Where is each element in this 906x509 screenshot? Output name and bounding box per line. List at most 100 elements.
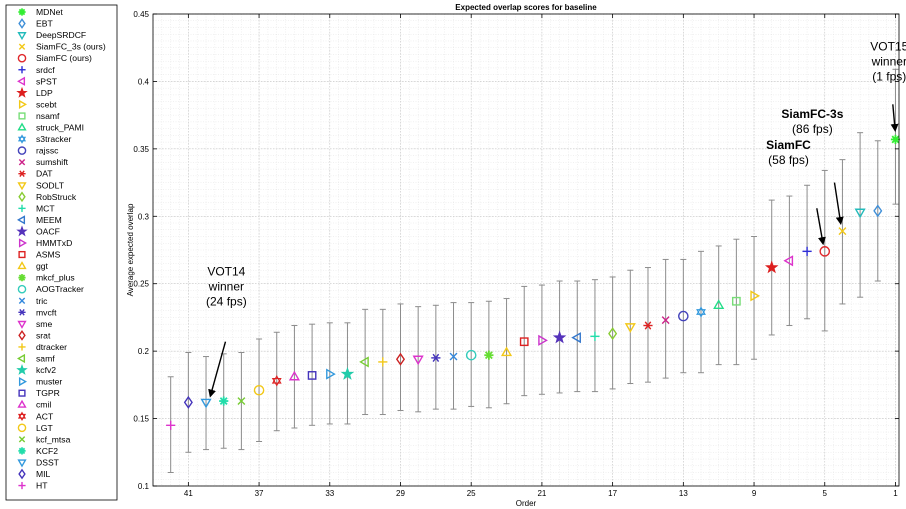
legend-label: mvcft <box>36 307 57 317</box>
legend-label: ACT <box>36 411 54 421</box>
y-axis-label: Average expected overlap <box>126 203 135 296</box>
data-point <box>449 352 458 361</box>
data-point <box>624 323 636 333</box>
x-tick-label: 9 <box>752 489 757 498</box>
legend-label: SiamFC_3s (ours) <box>36 42 106 52</box>
data-point <box>340 366 355 380</box>
legend-marker <box>17 423 27 433</box>
data-point <box>500 346 513 357</box>
data-point <box>271 375 282 387</box>
y-axis: 0.1 0.15 0.2 0.25 0.3 0.35 0.4 0.45 <box>133 10 899 491</box>
chart-title: Expected overlap scores for baseline <box>455 3 597 12</box>
legend-label: muster <box>36 377 62 387</box>
legend-label: kcf_mtsa <box>36 434 71 444</box>
annotation-arrow <box>833 182 844 226</box>
legend-label: SiamFC (ours) <box>36 53 92 63</box>
legend-marker <box>18 158 26 166</box>
data-point <box>854 208 866 219</box>
annotation-arrow <box>208 341 227 398</box>
legend-marker <box>17 122 27 131</box>
data-point <box>519 337 529 347</box>
data-point <box>395 352 406 366</box>
data-point <box>538 334 548 346</box>
legend-label: srat <box>36 330 51 340</box>
legend-label: MIL <box>36 469 51 479</box>
data-point <box>819 246 831 257</box>
legend-marker <box>18 170 26 178</box>
annotation-text: (24 fps) <box>206 295 247 309</box>
data-point <box>661 316 670 325</box>
x-tick-label: 21 <box>537 489 546 498</box>
legend-marker <box>17 53 27 63</box>
y-tick-label: 0.3 <box>138 212 150 221</box>
legend-label: samf <box>36 354 55 364</box>
annotation-text: (86 fps) <box>792 122 833 136</box>
y-tick-label: 0.4 <box>138 77 150 86</box>
annotation-arrow <box>890 104 899 132</box>
data-point <box>378 357 388 367</box>
legend-marker <box>17 134 27 144</box>
legend-label: srdcf <box>36 65 55 75</box>
data-markers <box>166 134 901 430</box>
legend-marker <box>16 76 26 86</box>
legend-marker <box>16 86 28 98</box>
legend-marker <box>18 274 26 282</box>
data-point <box>731 296 741 306</box>
data-point <box>326 368 336 380</box>
legend-marker <box>17 399 27 408</box>
annotation-text: winner <box>208 280 244 294</box>
x-tick-label: 25 <box>467 489 476 498</box>
data-point <box>838 227 847 236</box>
data-point <box>608 327 618 341</box>
legend-marker <box>17 284 27 294</box>
legend-label: TGPR <box>36 388 60 398</box>
legend-marker <box>18 330 26 341</box>
data-point <box>571 332 581 344</box>
x-axis: 41 37 33 29 25 21 17 13 9 5 1 <box>184 14 898 498</box>
y-tick-label: 0.45 <box>133 10 149 19</box>
legend-marker <box>18 18 26 29</box>
legend-label: s3tracker <box>36 134 71 144</box>
legend-marker <box>18 436 26 443</box>
legend-label: OACF <box>36 226 60 236</box>
legend-marker <box>17 32 27 41</box>
data-point <box>783 255 794 267</box>
data-point <box>802 246 812 256</box>
legend-marker <box>18 343 26 351</box>
legend-marker <box>17 459 27 468</box>
legend-marker <box>17 261 27 270</box>
annotation-text: VOT14 <box>207 265 245 279</box>
legend-marker <box>17 320 27 329</box>
data-point <box>412 355 424 366</box>
legend-label: kcfv2 <box>36 365 56 375</box>
legend-label: cmil <box>36 400 51 410</box>
legend-label: mkcf_plus <box>36 273 75 283</box>
legend-marker <box>18 99 28 110</box>
data-point <box>166 420 176 430</box>
legend-label: KCF2 <box>36 446 58 456</box>
legend-marker <box>17 411 27 421</box>
y-tick-label: 0.25 <box>133 280 149 289</box>
data-point <box>643 321 653 330</box>
data-point <box>713 299 725 309</box>
legend-marker <box>18 238 28 248</box>
legend-marker <box>18 376 28 387</box>
y-tick-label: 0.2 <box>138 347 150 356</box>
legend-marker <box>18 204 26 212</box>
legend-marker <box>18 389 26 397</box>
legend-marker <box>18 297 26 304</box>
data-point <box>307 371 317 380</box>
legend-marker <box>17 182 27 191</box>
y-tick-label: 0.1 <box>138 482 150 491</box>
legend-marker <box>16 353 26 364</box>
data-point <box>590 331 600 341</box>
data-point <box>253 384 265 396</box>
legend-label: SODLT <box>36 180 65 190</box>
annotation-text: SiamFC <box>766 138 811 152</box>
legend-label: LDP <box>36 88 53 98</box>
annotation-text: (1 fps) <box>872 69 906 83</box>
data-point <box>219 396 229 406</box>
